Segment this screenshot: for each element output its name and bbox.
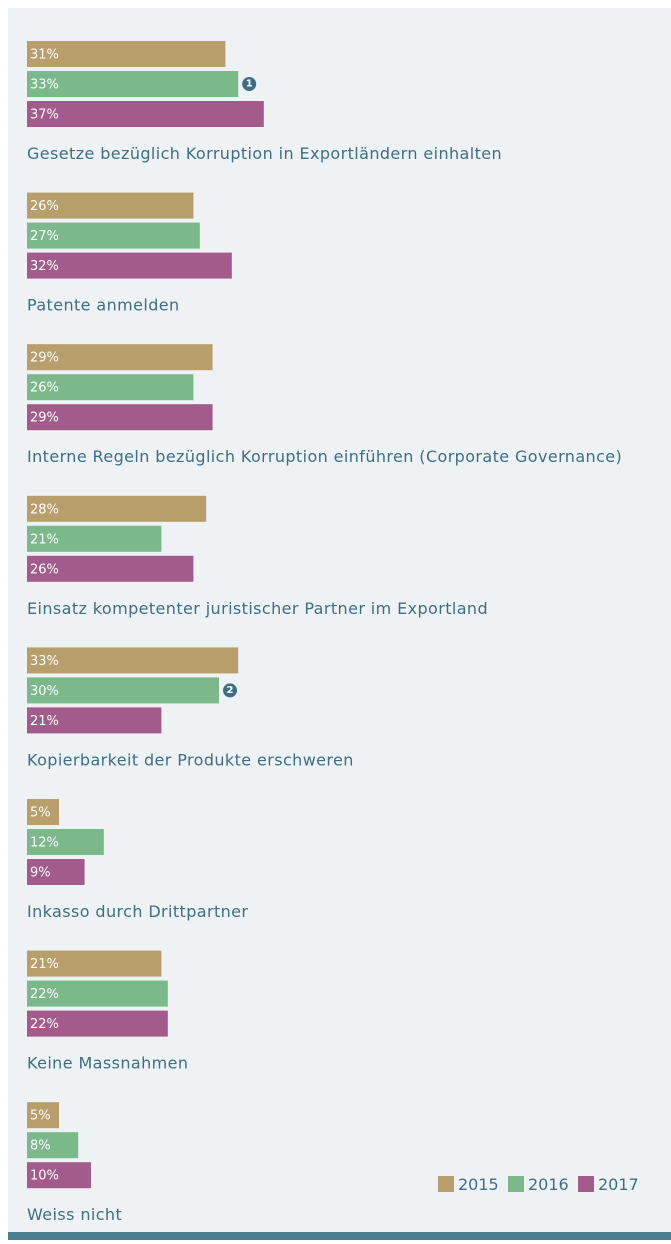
bar xyxy=(27,980,168,1007)
bar xyxy=(27,495,207,522)
bottom-bar xyxy=(8,1232,671,1240)
value-label: 8% xyxy=(30,1139,51,1154)
legend-swatch xyxy=(508,1176,524,1192)
note-marker xyxy=(223,683,237,698)
bar xyxy=(27,647,239,674)
bar xyxy=(27,707,162,734)
value-label: 33% xyxy=(30,654,59,669)
legend-swatch xyxy=(578,1176,594,1192)
note-marker xyxy=(242,77,257,91)
bar xyxy=(27,799,59,825)
bar xyxy=(27,222,200,249)
value-label: 28% xyxy=(30,502,59,517)
legend-swatch xyxy=(438,1176,454,1192)
value-label: 27% xyxy=(30,229,59,244)
bar xyxy=(27,252,232,279)
bar xyxy=(27,41,226,67)
bar xyxy=(27,404,213,431)
category-label: Einsatz kompetenter juristischer Partner… xyxy=(27,599,488,618)
bar xyxy=(27,192,194,219)
legend-label: 2017 xyxy=(598,1175,639,1194)
category-label: Gesetze bezüglich Korruption in Exportlä… xyxy=(27,144,502,163)
value-label: 12% xyxy=(30,836,59,851)
category-label: Interne Regeln bezüglich Korruption einf… xyxy=(27,447,622,466)
value-label: 29% xyxy=(30,351,59,366)
legend-label: 2015 xyxy=(458,1175,499,1194)
bar xyxy=(27,1102,59,1129)
value-label: 31% xyxy=(30,48,59,63)
value-label: 29% xyxy=(30,411,59,426)
bar xyxy=(27,555,194,582)
bar xyxy=(27,950,162,977)
value-label: 26% xyxy=(30,199,59,214)
note-label: 1 xyxy=(246,79,253,90)
bar xyxy=(27,525,162,552)
legend-label: 2016 xyxy=(528,1175,569,1194)
category-label: Weiss nicht xyxy=(27,1205,122,1224)
value-label: 21% xyxy=(30,957,59,972)
bar xyxy=(27,859,85,885)
category-label: Inkasso durch Drittpartner xyxy=(27,902,248,921)
value-label: 9% xyxy=(30,866,51,881)
bar xyxy=(27,1162,91,1189)
value-label: 22% xyxy=(30,987,59,1002)
value-label: 26% xyxy=(30,562,59,577)
value-label: 22% xyxy=(30,1017,59,1032)
value-label: 37% xyxy=(30,108,59,123)
value-label: 10% xyxy=(30,1169,59,1184)
value-label: 5% xyxy=(30,1109,51,1124)
value-label: 30% xyxy=(30,684,59,699)
value-label: 21% xyxy=(30,532,59,547)
bar xyxy=(27,71,239,97)
value-label: 5% xyxy=(30,806,51,821)
category-label: Keine Massnahmen xyxy=(27,1054,188,1073)
bar xyxy=(27,374,194,401)
value-label: 32% xyxy=(30,259,59,274)
bar xyxy=(27,829,104,855)
bar xyxy=(27,1010,168,1037)
bar xyxy=(27,1132,79,1159)
value-label: 26% xyxy=(30,381,59,396)
value-label: 33% xyxy=(30,78,59,93)
bar xyxy=(27,101,264,127)
category-label: Patente anmelden xyxy=(27,296,180,315)
value-label: 21% xyxy=(30,714,59,729)
category-label: Kopierbarkeit der Produkte erschweren xyxy=(27,750,354,769)
note-label: 2 xyxy=(227,685,234,696)
bar xyxy=(27,677,219,704)
bar xyxy=(27,344,213,371)
